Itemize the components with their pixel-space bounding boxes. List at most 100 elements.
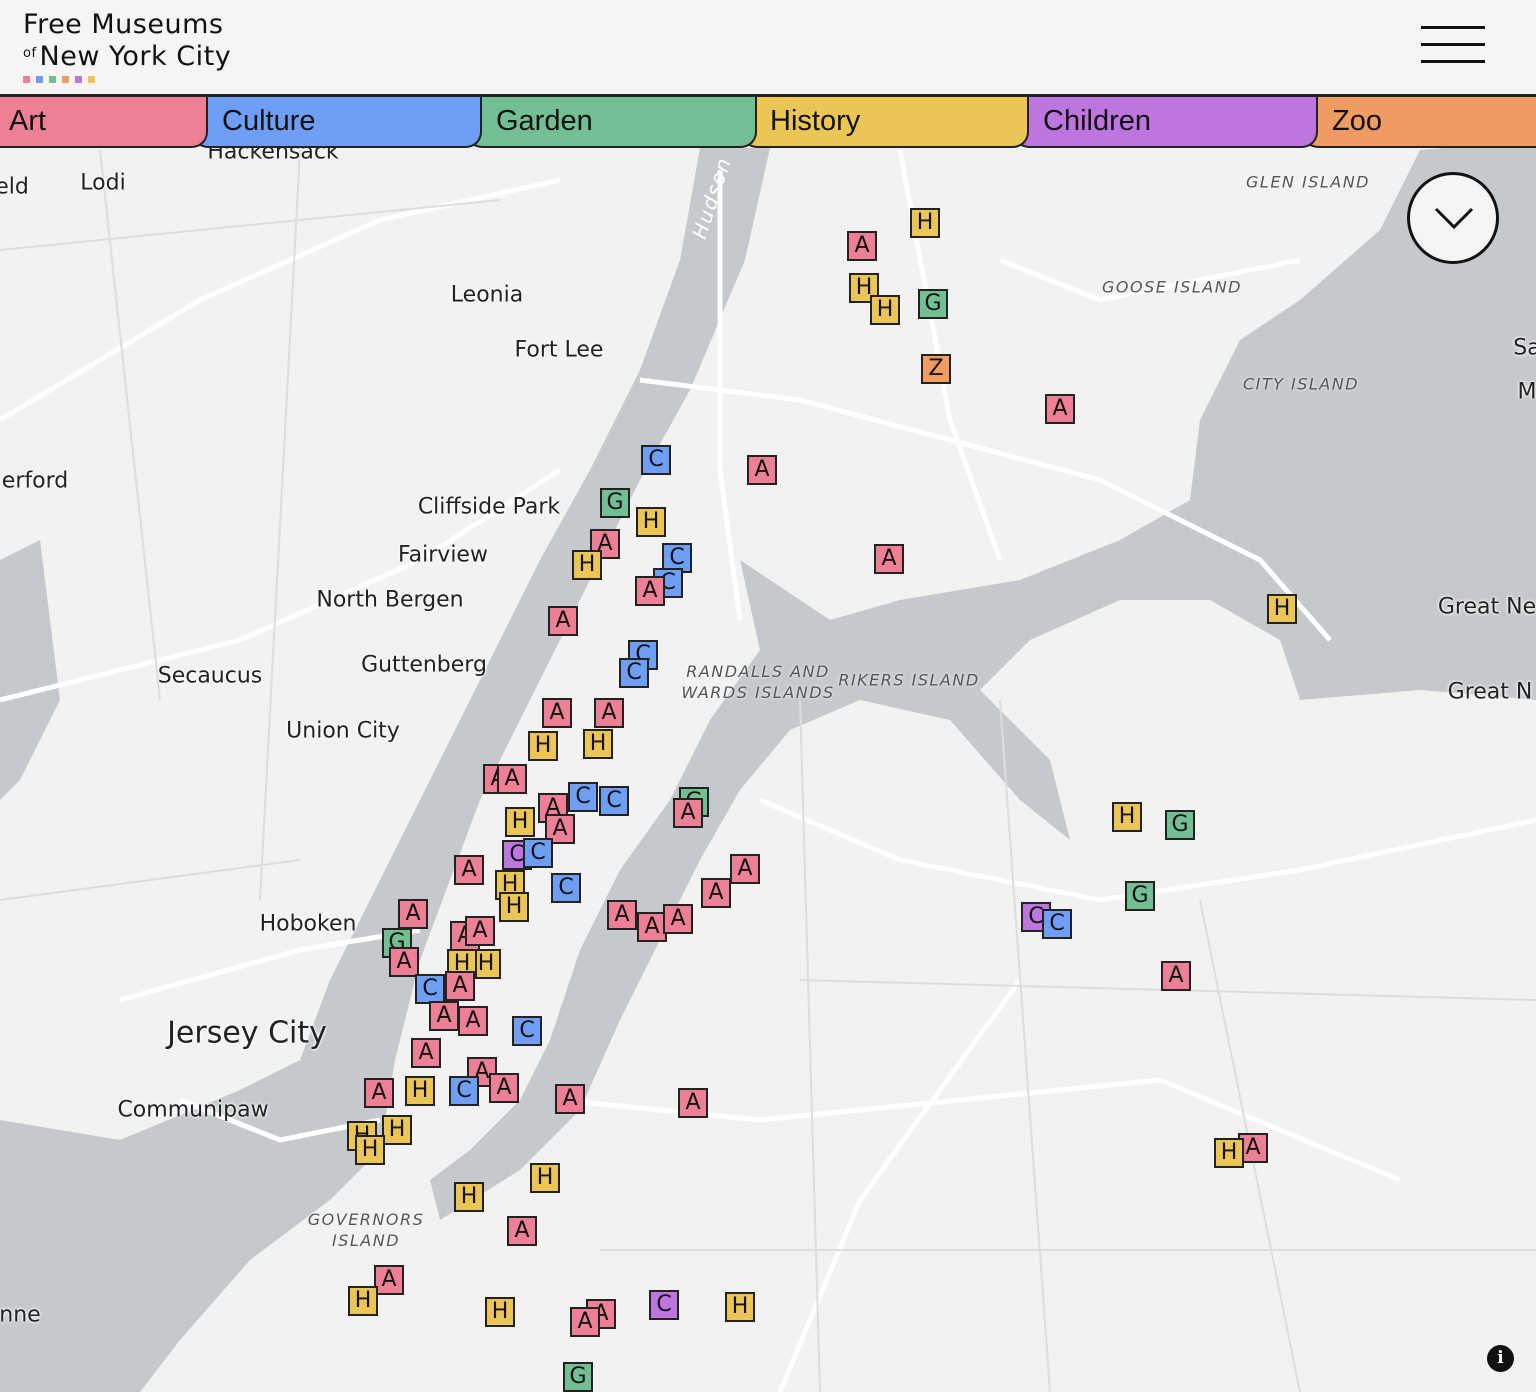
museum-marker-culture[interactable]: C [1042, 909, 1072, 939]
place-label: North Bergen [316, 587, 464, 613]
island-label: CITY ISLAND [1242, 374, 1360, 394]
museum-marker-history[interactable]: H [870, 295, 900, 325]
museum-marker-history[interactable]: H [505, 807, 535, 837]
museum-marker-art[interactable]: A [730, 854, 760, 884]
museum-marker-art[interactable]: A [454, 855, 484, 885]
museum-marker-art[interactable]: A [1161, 961, 1191, 991]
tab-children[interactable]: Children [1013, 97, 1318, 148]
museum-marker-history[interactable]: H [471, 949, 501, 979]
museum-marker-art[interactable]: A [545, 814, 575, 844]
museum-marker-garden[interactable]: G [1125, 881, 1155, 911]
museum-marker-art[interactable]: A [607, 900, 637, 930]
museum-marker-culture[interactable]: C [512, 1016, 542, 1046]
museum-marker-culture[interactable]: C [619, 658, 649, 688]
museum-marker-history[interactable]: H [499, 892, 529, 922]
museum-marker-art[interactable]: A [678, 1088, 708, 1118]
museum-marker-art[interactable]: A [570, 1307, 600, 1337]
museum-marker-garden[interactable]: G [1165, 810, 1195, 840]
museum-marker-history[interactable]: H [636, 507, 666, 537]
museum-marker-garden[interactable]: G [918, 289, 948, 319]
museum-marker-history[interactable]: H [1112, 802, 1142, 832]
island-label: RANDALLS AND WARDS ISLANDS [681, 662, 835, 702]
museum-marker-garden[interactable]: G [600, 488, 630, 518]
museum-marker-history[interactable]: H [485, 1297, 515, 1327]
place-label: Lodi [80, 170, 126, 196]
museum-marker-art[interactable]: A [701, 878, 731, 908]
museum-marker-art[interactable]: A [445, 971, 475, 1001]
museum-marker-children[interactable]: C [649, 1290, 679, 1320]
museum-marker-history[interactable]: H [348, 1286, 378, 1316]
museum-marker-art[interactable]: A [389, 947, 419, 977]
museum-marker-history[interactable]: H [530, 1163, 560, 1193]
logo-color-dots [23, 76, 231, 83]
museum-marker-culture[interactable]: C [568, 782, 598, 812]
museum-marker-garden[interactable]: G [563, 1362, 593, 1392]
tab-garden[interactable]: Garden [466, 97, 757, 148]
island-label: RIKERS ISLAND [838, 670, 980, 690]
place-label: Union City [286, 718, 400, 744]
place-label: Fort Lee [514, 337, 604, 363]
museum-marker-art[interactable]: A [497, 764, 527, 794]
island-label: GOVERNORS ISLAND [307, 1210, 425, 1250]
museum-marker-art[interactable]: A [874, 544, 904, 574]
place-label: erford [1, 468, 69, 494]
museum-marker-art[interactable]: A [542, 698, 572, 728]
tab-art[interactable]: Art [0, 97, 208, 148]
museum-marker-art[interactable]: A [458, 1006, 488, 1036]
hamburger-icon[interactable] [1421, 26, 1485, 64]
museum-marker-art[interactable]: A [489, 1073, 519, 1103]
museum-marker-art[interactable]: A [594, 698, 624, 728]
info-icon[interactable]: i [1487, 1345, 1514, 1372]
museum-marker-history[interactable]: H [382, 1115, 412, 1145]
place-label: Leonia [450, 282, 524, 308]
museum-marker-culture[interactable]: C [551, 873, 581, 903]
museum-marker-art[interactable]: A [548, 606, 578, 636]
museum-marker-art[interactable]: A [364, 1078, 394, 1108]
museum-marker-culture[interactable]: C [415, 974, 445, 1004]
tab-history[interactable]: History [741, 97, 1029, 148]
museum-marker-history[interactable]: H [583, 729, 613, 759]
museum-marker-art[interactable]: A [465, 916, 495, 946]
chevron-down-icon [1434, 207, 1474, 230]
museum-marker-culture[interactable]: C [523, 838, 553, 868]
collapse-toggle-button[interactable] [1407, 172, 1499, 264]
tab-culture[interactable]: Culture [192, 97, 482, 148]
museum-marker-art[interactable]: A [429, 1001, 459, 1031]
museum-marker-art[interactable]: A [673, 798, 703, 828]
museum-marker-art[interactable]: A [411, 1038, 441, 1068]
place-label: Guttenberg [361, 652, 487, 678]
museum-marker-culture[interactable]: C [641, 445, 671, 475]
place-label: Sa [1513, 335, 1536, 361]
museum-marker-history[interactable]: H [454, 1182, 484, 1212]
museum-marker-art[interactable]: A [507, 1216, 537, 1246]
museum-marker-history[interactable]: H [1267, 594, 1297, 624]
museum-marker-art[interactable]: A [847, 231, 877, 261]
museum-marker-art[interactable]: A [747, 455, 777, 485]
museum-marker-history[interactable]: H [1214, 1138, 1244, 1168]
island-label: GOOSE ISLAND [1102, 277, 1242, 297]
museum-marker-history[interactable]: H [528, 731, 558, 761]
museum-marker-art[interactable]: A [663, 904, 693, 934]
museum-marker-history[interactable]: H [725, 1292, 755, 1322]
museum-marker-art[interactable]: A [635, 576, 665, 606]
museum-marker-history[interactable]: H [572, 550, 602, 580]
museum-marker-art[interactable]: A [398, 899, 428, 929]
museum-marker-art[interactable]: A [555, 1084, 585, 1114]
museum-marker-history[interactable]: H [355, 1135, 385, 1165]
place-label: Jersey City [167, 1015, 327, 1051]
museum-marker-history[interactable]: H [910, 208, 940, 238]
museum-marker-art[interactable]: A [374, 1265, 404, 1295]
museum-marker-history[interactable]: H [405, 1076, 435, 1106]
place-label: Communipaw [117, 1097, 269, 1123]
header: Free Museums of New York City [0, 0, 1536, 96]
museum-marker-art[interactable]: A [1045, 394, 1075, 424]
tab-zoo[interactable]: Zoo [1302, 97, 1536, 148]
museum-marker-art[interactable]: A [637, 912, 667, 942]
place-label: Secaucus [157, 663, 263, 689]
museum-marker-culture[interactable]: C [449, 1076, 479, 1106]
museum-marker-zoo[interactable]: Z [921, 354, 951, 384]
museum-marker-culture[interactable]: C [599, 786, 629, 816]
site-logo[interactable]: Free Museums of New York City [23, 10, 231, 83]
